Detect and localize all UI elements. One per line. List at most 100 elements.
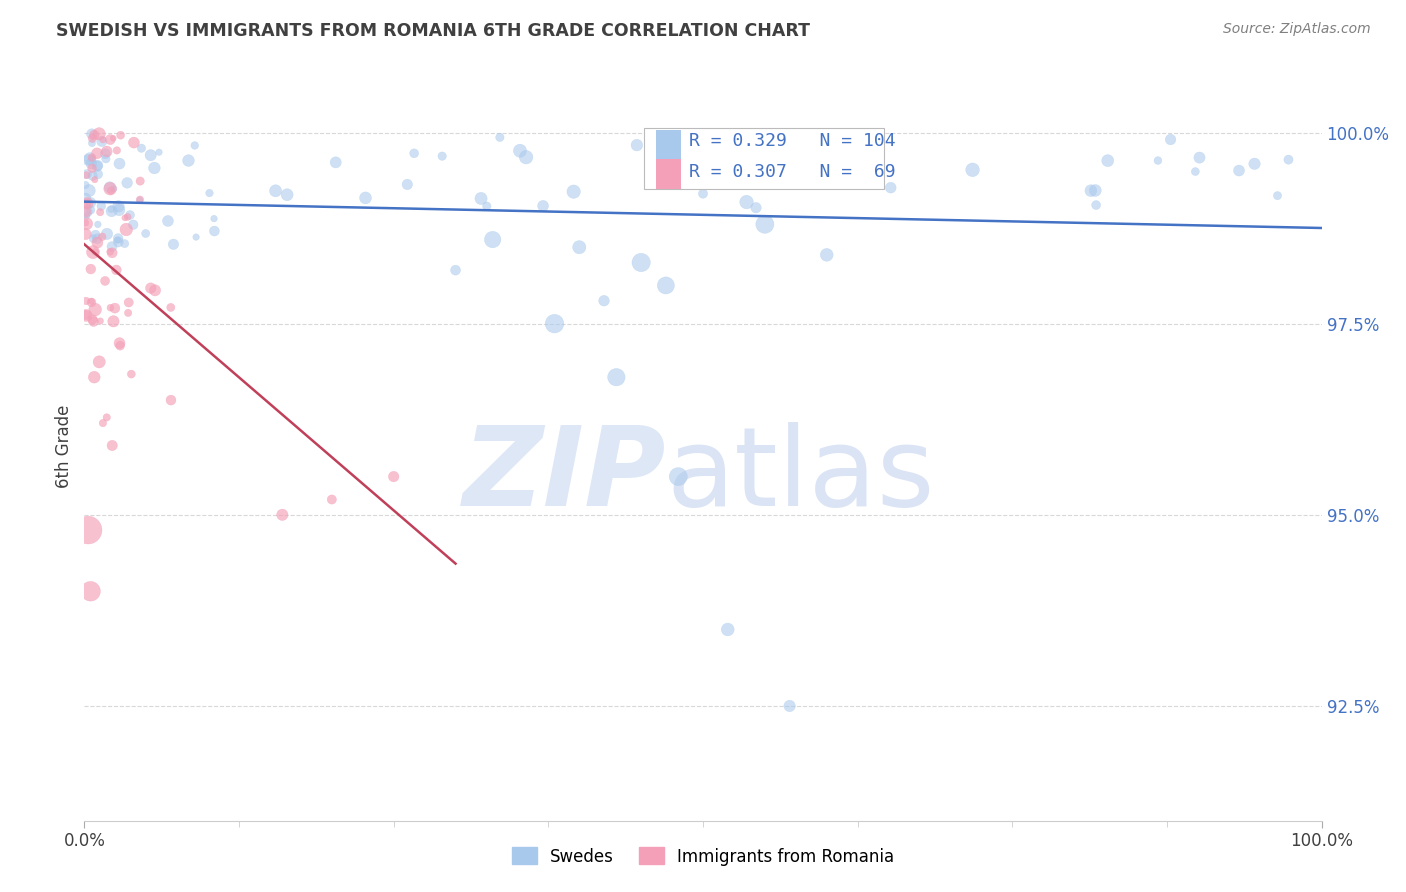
Point xyxy=(692,186,714,201)
Point xyxy=(129,193,152,207)
Point xyxy=(100,301,122,315)
Point xyxy=(1084,184,1107,198)
Text: atlas: atlas xyxy=(666,423,935,530)
Point xyxy=(91,416,114,430)
Point xyxy=(79,584,101,599)
Point xyxy=(122,218,145,232)
Point xyxy=(745,201,768,215)
Point xyxy=(114,236,136,251)
Point xyxy=(128,193,150,207)
Point xyxy=(1080,184,1102,198)
Y-axis label: 6th Grade: 6th Grade xyxy=(55,404,73,488)
Point xyxy=(404,146,426,161)
Point xyxy=(396,178,419,192)
Point xyxy=(666,469,689,483)
Point xyxy=(162,237,184,252)
Point xyxy=(76,217,98,231)
Point xyxy=(131,141,153,155)
Point xyxy=(75,204,97,219)
Point xyxy=(605,370,627,384)
Point xyxy=(96,145,118,159)
Point xyxy=(80,156,103,170)
Point xyxy=(80,127,103,141)
Point xyxy=(96,227,118,241)
Point xyxy=(90,199,112,213)
Point xyxy=(129,174,152,188)
Point xyxy=(75,309,97,323)
Point xyxy=(75,178,97,192)
Point xyxy=(264,184,287,198)
Point xyxy=(84,245,107,260)
Point xyxy=(108,339,131,353)
Point xyxy=(117,306,139,320)
Point xyxy=(880,180,903,194)
Point xyxy=(77,184,100,198)
Point xyxy=(962,162,984,177)
Point xyxy=(75,216,97,230)
Point xyxy=(135,227,157,241)
Point xyxy=(80,294,103,309)
Point xyxy=(75,196,97,211)
Point xyxy=(98,180,121,194)
Point xyxy=(735,195,758,210)
Point xyxy=(94,152,117,166)
Point xyxy=(108,336,131,351)
Point xyxy=(103,314,125,328)
Point xyxy=(139,281,162,295)
Point xyxy=(475,199,498,213)
Point xyxy=(1184,164,1206,178)
Point xyxy=(101,438,124,452)
Point xyxy=(202,224,225,238)
Point xyxy=(1267,188,1289,202)
Point xyxy=(83,128,105,142)
Point xyxy=(120,367,142,381)
Point xyxy=(86,235,108,250)
Point xyxy=(325,155,347,169)
Point xyxy=(80,151,103,165)
Point xyxy=(1188,151,1211,165)
Point xyxy=(1147,153,1170,168)
Point xyxy=(87,218,110,232)
Point xyxy=(720,172,742,186)
Point xyxy=(83,370,105,384)
Point xyxy=(75,191,97,205)
Point xyxy=(160,393,183,408)
Point xyxy=(90,135,112,149)
Point xyxy=(120,208,142,222)
Point xyxy=(89,355,111,369)
Point xyxy=(100,204,122,219)
Point xyxy=(543,317,565,331)
Point xyxy=(1227,163,1250,178)
Point xyxy=(75,168,97,182)
Point xyxy=(139,148,162,162)
Point xyxy=(481,233,503,247)
Point xyxy=(184,138,207,153)
Point xyxy=(77,153,100,167)
Point xyxy=(117,210,139,224)
Point xyxy=(84,302,107,317)
Text: Source: ZipAtlas.com: Source: ZipAtlas.com xyxy=(1223,22,1371,37)
Point xyxy=(105,144,128,158)
Point xyxy=(100,184,122,198)
Point xyxy=(354,191,377,205)
Point xyxy=(91,133,114,147)
Point xyxy=(84,227,107,242)
Point xyxy=(114,211,136,225)
Point xyxy=(509,144,531,158)
Point xyxy=(79,195,101,210)
Point xyxy=(779,698,801,713)
Point xyxy=(83,314,105,328)
Point xyxy=(80,152,103,166)
Point xyxy=(82,312,104,326)
Point xyxy=(626,138,648,153)
Point xyxy=(562,185,585,199)
Point xyxy=(159,301,181,315)
Point xyxy=(76,196,98,211)
Point xyxy=(89,314,111,328)
Point xyxy=(156,214,179,228)
Point xyxy=(87,158,110,172)
Point xyxy=(76,167,98,181)
Point xyxy=(118,295,141,310)
Point xyxy=(103,131,125,145)
Point xyxy=(98,132,121,146)
